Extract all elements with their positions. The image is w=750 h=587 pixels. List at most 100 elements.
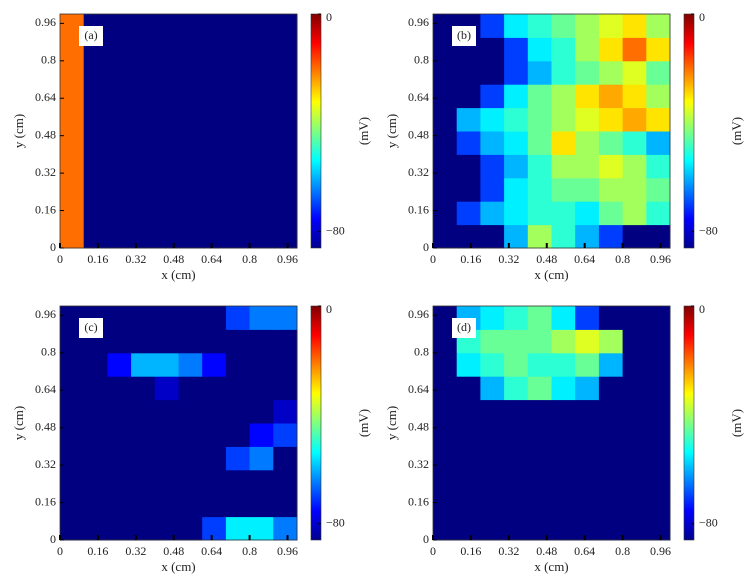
heat-cell: [83, 376, 108, 401]
heat-cell: [225, 352, 251, 377]
heat-cell: [551, 131, 576, 155]
heat-cell: [249, 329, 274, 354]
heat-cell: [456, 446, 481, 471]
heat-cell: [480, 376, 505, 401]
colorbar: [310, 13, 322, 249]
y-tick-label: 0.64: [35, 90, 56, 104]
heat-cell: [575, 516, 600, 541]
heat-cell: [551, 84, 576, 109]
heat-cell: [178, 493, 203, 518]
heat-cell: [433, 177, 458, 202]
heat-cell: [178, 423, 203, 447]
heat-cell: [249, 446, 274, 471]
heat-cell: [60, 60, 85, 85]
heat-cell: [202, 201, 227, 226]
heat-cell: [249, 107, 274, 132]
heat-cell: [504, 107, 529, 132]
heat-cell: [598, 154, 624, 179]
heat-cell: [131, 14, 156, 38]
heat-cell: [83, 131, 108, 155]
heat-cell: [202, 469, 227, 494]
plot-frame: [432, 13, 671, 249]
heat-cell: [60, 14, 85, 38]
heat-cell: [551, 14, 576, 38]
heat-cell: [598, 201, 624, 226]
heat-cell: [249, 376, 274, 401]
heat-cell: [60, 423, 85, 447]
heat-cell: [273, 469, 298, 494]
heat-cell: [527, 131, 552, 155]
heat-cell: [131, 469, 156, 494]
heat-cell: [433, 469, 458, 494]
x-tick-label: 0: [57, 544, 63, 558]
heat-cell: [504, 469, 529, 494]
heat-cell: [527, 399, 552, 424]
panel-label: (b): [457, 28, 471, 42]
heat-cell: [504, 352, 529, 377]
y-tick-label: 0.16: [35, 202, 56, 216]
heat-cell: [83, 224, 108, 249]
heat-cell: [154, 37, 179, 62]
heat-cell: [551, 306, 576, 330]
panel-label-box: [452, 318, 476, 338]
heat-cell: [60, 469, 85, 494]
heat-cell: [107, 84, 132, 109]
heat-cell: [83, 154, 108, 179]
y-axis-label: y (cm): [384, 114, 399, 148]
heat-cell: [551, 201, 576, 226]
x-tick-label: 0.8: [615, 252, 630, 266]
heat-cell: [202, 446, 227, 471]
heat-cell: [131, 516, 156, 541]
heat-cell: [551, 177, 576, 202]
heat-cell: [622, 154, 647, 179]
heat-cell: [107, 306, 132, 330]
y-tick-label: 0.64: [35, 382, 56, 396]
heat-cell: [107, 493, 132, 518]
heat-cell: [480, 14, 505, 38]
heat-cell: [154, 516, 179, 541]
heat-cell: [551, 516, 576, 541]
heat-cell: [178, 177, 203, 202]
heat-cell: [202, 399, 227, 424]
colorbar-label: (mV): [729, 409, 744, 437]
heat-cell: [249, 516, 274, 541]
heat-cell: [83, 201, 108, 226]
heat-cell: [60, 376, 85, 401]
heat-cell: [225, 154, 251, 179]
heat-cell: [646, 37, 671, 62]
heat-cell: [551, 376, 576, 401]
heat-cell: [622, 352, 647, 377]
heat-cell: [225, 376, 251, 401]
heat-cell: [622, 14, 647, 38]
heat-cell: [575, 399, 600, 424]
heat-cell: [178, 399, 203, 424]
heat-cell: [575, 224, 600, 249]
heat-cell: [60, 306, 85, 330]
heat-cell: [456, 423, 481, 447]
heat-cell: [83, 469, 108, 494]
heat-cell: [527, 469, 552, 494]
heat-cell: [480, 469, 505, 494]
heat-cell: [107, 14, 132, 38]
heat-cell: [154, 469, 179, 494]
y-tick-label: 0.48: [35, 127, 56, 141]
heat-cell: [551, 154, 576, 179]
heat-cell: [527, 224, 552, 249]
heat-cell: [131, 37, 156, 62]
heat-cell: [646, 469, 671, 494]
x-tick-label: 0.48: [536, 544, 557, 558]
heat-cell: [598, 329, 624, 354]
heat-cell: [249, 84, 274, 109]
heat-cell: [622, 84, 647, 109]
y-tick-label: 0.32: [35, 165, 56, 179]
colorbar-tick-label: 0: [326, 10, 332, 24]
heat-cell: [249, 14, 274, 38]
heat-cell: [504, 493, 529, 518]
heat-cell: [504, 84, 529, 109]
heat-cell: [480, 84, 505, 109]
heat-cell: [551, 329, 576, 354]
y-tick-label: 0.64: [408, 382, 429, 396]
heat-cell: [178, 84, 203, 109]
x-tick-label: 0.96: [650, 544, 671, 558]
